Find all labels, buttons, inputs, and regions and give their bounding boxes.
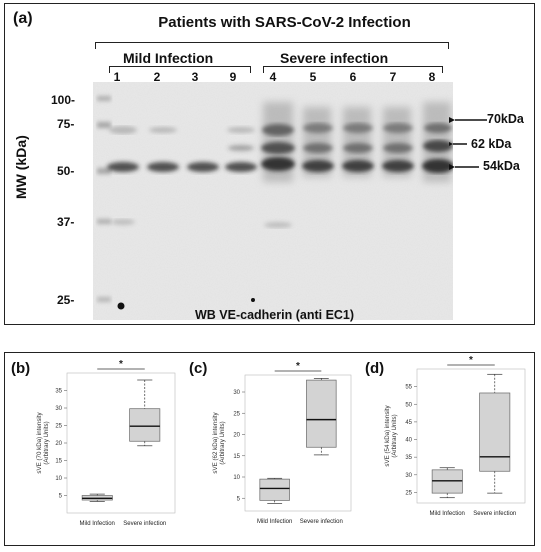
y-tick-label: 5 — [59, 494, 63, 500]
y-tick-label: 55 — [405, 385, 412, 391]
boxplot-panel-c: (c) 5 10 15 20 25 30 sVE (62 kDa) intensity (Arb… — [183, 353, 361, 547]
lane-label: 3 — [191, 70, 199, 84]
y-axis-label-line: (Arbitrary Units) — [391, 414, 398, 457]
y-tick-label: 25 — [405, 490, 412, 496]
significance-star: * — [296, 361, 300, 372]
y-axis-label: sVE (54 kDa) intensity (Arbitrary Units) — [384, 404, 398, 466]
mw-axis-label: MW (kDa) — [13, 135, 29, 199]
y-axis-label-line: sVE (70 kDa) intensity — [36, 411, 43, 473]
boxplot-svg: (b) 5 10 15 20 25 30 35 sVE (70 kDa) intensity (A… — [11, 359, 176, 527]
group-label-severe: Severe infection — [280, 50, 389, 66]
panel-letter: (c) — [189, 360, 207, 377]
lane-label: 5 — [309, 70, 317, 84]
y-tick-label: 40 — [405, 438, 412, 444]
x-category-label: Mild Infection — [257, 519, 292, 525]
box — [479, 392, 511, 472]
y-axis-label: sVE (62 kDa) intensity (Arbitrary Units) — [212, 411, 226, 473]
significance-star: * — [119, 359, 123, 370]
y-tick-label: 30 — [55, 406, 62, 412]
boxplot-panel-b: (b) 5 10 15 20 25 30 35 sVE (70 kDa) intensity (A… — [5, 353, 183, 547]
mw-tick: 25- — [57, 293, 75, 307]
y-tick-label: 25 — [233, 411, 240, 417]
blot-title: Patients with SARS-CoV-2 Infection — [158, 14, 411, 31]
y-tick-label: 15 — [55, 459, 62, 465]
x-category-label: Severe infection — [123, 521, 166, 527]
band-label-62kda: 62 kDa — [471, 137, 512, 151]
lane-label: 1 — [113, 70, 121, 84]
lane-label: 4 — [269, 70, 277, 84]
mw-tick: 75- — [57, 117, 75, 131]
y-tick-label: 10 — [233, 475, 240, 481]
plot-area — [66, 372, 176, 514]
y-tick-label: 20 — [233, 433, 240, 439]
box — [129, 408, 161, 442]
panel-letter: (d) — [365, 360, 384, 377]
y-tick-label: 25 — [55, 424, 62, 430]
y-axis-label: sVE (70 kDa) intensity (Arbitrary Units) — [36, 411, 50, 473]
gel-image — [93, 82, 453, 320]
mw-tick: 100- — [51, 93, 76, 107]
boxplot-panel-d: (d) 25 30 35 40 45 50 55 sVE (54 kDa) intensity(… — [361, 353, 535, 547]
panel-letter-a: (a) — [13, 10, 33, 27]
y-axis-label-line: (Arbitrary Units) — [43, 421, 50, 464]
lane-label: 9 — [229, 70, 237, 84]
plot-area — [244, 374, 352, 512]
y-tick-label: 30 — [405, 473, 412, 479]
lane-label: 2 — [153, 70, 161, 84]
mild-bracket — [109, 66, 251, 73]
panel-letter: (b) — [11, 360, 30, 377]
boxplot-frame: (b) 5 10 15 20 25 30 35 sVE (70 kDa) intensity (A… — [4, 352, 535, 546]
y-tick-label: 50 — [405, 402, 412, 408]
mw-tick: 50- — [57, 164, 75, 178]
western-blot-panel: (a) Patients with SARS-CoV-2 Infection M… — [4, 3, 535, 325]
band-label-70kda: 70kDa — [487, 112, 524, 126]
y-tick-label: 20 — [55, 441, 62, 447]
y-tick-label: 15 — [233, 454, 240, 460]
significance-star: * — [469, 355, 473, 366]
mw-tick: 37- — [57, 215, 75, 229]
band-arrows — [449, 115, 487, 172]
box — [306, 379, 337, 448]
severe-bracket — [263, 66, 443, 73]
boxplot-svg: (d) 25 30 35 40 45 50 55 sVE (54 kDa) intensity(… — [365, 355, 526, 517]
x-category-label: Mild Infection — [430, 511, 465, 517]
boxplot-svg: (c) 5 10 15 20 25 30 sVE (62 kDa) intensity (Arb… — [189, 360, 352, 525]
box — [431, 469, 463, 494]
band-label-54kda: 54kDa — [483, 159, 520, 173]
lane-label: 8 — [428, 70, 436, 84]
y-axis-label-line: (Arbitrary Units) — [219, 421, 226, 464]
y-axis-label-line: sVE (54 kDa) intensity — [384, 404, 391, 466]
lane-label: 6 — [349, 70, 357, 84]
y-axis-label-line: sVE (62 kDa) intensity — [212, 411, 219, 473]
group-label-mild: Mild Infection — [123, 50, 214, 66]
y-tick-label: 35 — [55, 389, 62, 395]
y-tick-label: 30 — [233, 390, 240, 396]
x-category-label: Severe infection — [300, 519, 343, 525]
y-tick-label: 35 — [405, 455, 412, 461]
y-tick-label: 45 — [405, 420, 412, 426]
lane-label: 7 — [389, 70, 397, 84]
wb-caption: WB VE-cadherin (anti EC1) — [195, 308, 355, 322]
x-category-label: Mild Infection — [80, 521, 115, 527]
box — [259, 478, 290, 501]
y-tick-label: 5 — [237, 496, 241, 502]
x-category-label: Severe infection — [473, 511, 516, 517]
plot-area — [416, 368, 526, 504]
y-tick-label: 10 — [55, 476, 62, 482]
patients-bracket — [95, 42, 449, 49]
